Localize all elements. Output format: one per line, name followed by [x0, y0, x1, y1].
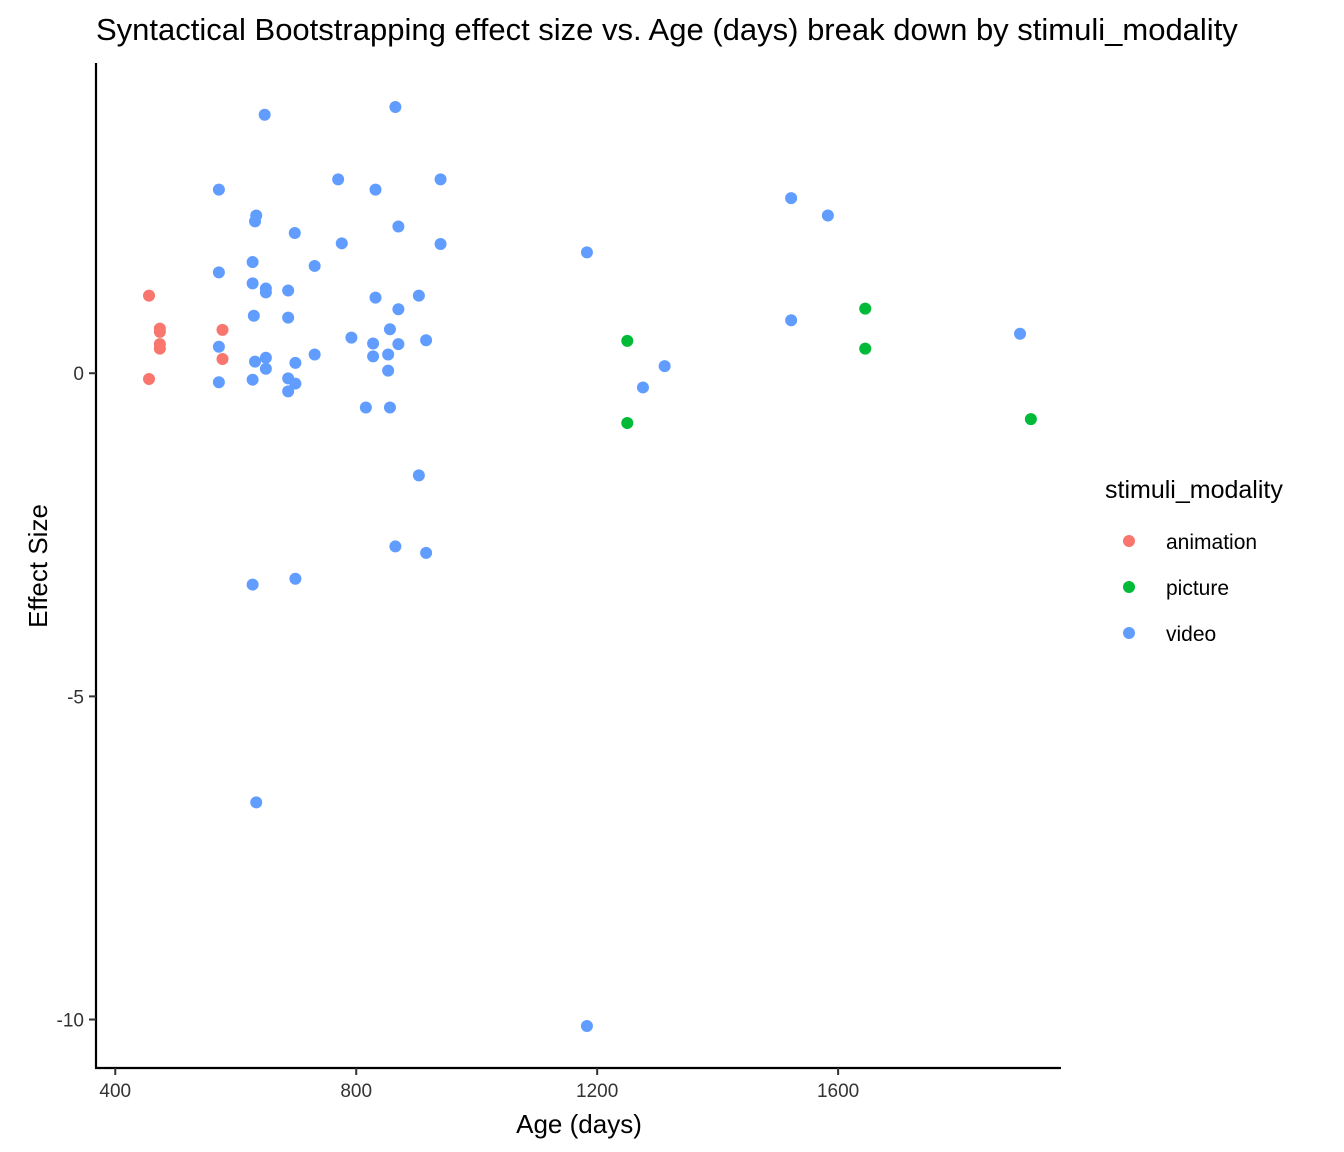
data-point-video — [785, 192, 798, 205]
data-point-video — [636, 381, 649, 394]
y-axis-ticks: 0 -5 -10 — [57, 364, 96, 1032]
data-point-video — [369, 183, 382, 196]
data-point-video — [282, 385, 295, 398]
data-point-video — [259, 362, 272, 375]
data-point-video — [383, 323, 396, 336]
legend-key-animation — [1123, 535, 1135, 547]
data-point-picture — [621, 416, 634, 429]
data-point-video — [247, 309, 260, 322]
data-point-video — [259, 286, 272, 299]
data-point-video — [282, 311, 295, 324]
data-point-video — [434, 237, 447, 250]
data-point-video — [249, 215, 262, 228]
data-point-video — [580, 246, 593, 259]
data-point-video — [1014, 327, 1027, 340]
data-point-video — [420, 334, 433, 347]
data-point-video — [412, 469, 425, 482]
data-point-picture — [621, 334, 634, 347]
data-point-video — [382, 364, 395, 377]
x-tick-label: 1200 — [576, 1081, 618, 1102]
data-point-picture — [1024, 413, 1037, 426]
y-axis-title: Effect Size — [23, 504, 53, 628]
data-point-video — [389, 540, 402, 553]
data-point-animation — [153, 325, 166, 338]
data-point-video — [420, 546, 433, 559]
x-axis-ticks: 400 800 1200 1600 — [99, 1068, 859, 1102]
legend-label-video: video — [1166, 623, 1216, 646]
data-point-animation — [216, 353, 229, 366]
data-point-video — [289, 572, 302, 585]
data-point-video — [308, 348, 321, 361]
data-point-animation — [216, 323, 229, 336]
data-point-video — [392, 303, 405, 316]
data-point-video — [212, 266, 225, 279]
data-point-video — [289, 377, 302, 390]
data-point-video — [246, 373, 259, 386]
data-point-video — [359, 401, 372, 414]
legend-key-video — [1123, 627, 1135, 639]
data-point-video — [249, 355, 262, 368]
data-point-video — [250, 796, 263, 809]
legend-key-picture — [1123, 581, 1135, 593]
data-point-video — [258, 108, 271, 121]
data-point-video — [289, 356, 302, 369]
data-point-video — [382, 348, 395, 361]
data-point-animation — [143, 373, 156, 386]
data-point-video — [282, 284, 295, 297]
data-point-video — [288, 226, 301, 239]
data-point-video — [345, 331, 358, 344]
legend-items: animation picture video — [1123, 531, 1257, 646]
data-point-video — [246, 578, 259, 591]
data-point-video — [412, 289, 425, 302]
data-point-video — [658, 360, 671, 373]
legend-title: stimuli_modality — [1105, 476, 1283, 504]
data-point-video — [785, 314, 798, 327]
data-point-video — [212, 376, 225, 389]
data-point-video — [369, 291, 382, 304]
data-point-picture — [859, 342, 872, 355]
x-tick-label: 1600 — [817, 1081, 859, 1102]
data-point-video — [389, 100, 402, 113]
data-point-video — [392, 220, 405, 233]
data-point-video — [212, 183, 225, 196]
plot-area: 0 -5 -10 400 800 1200 1600 — [57, 63, 1061, 1102]
data-point-video — [383, 401, 396, 414]
data-point-video — [367, 337, 380, 350]
data-point-video — [308, 259, 321, 272]
data-point-animation — [153, 342, 166, 355]
data-point-video — [246, 256, 259, 269]
chart-title: Syntactical Bootstrapping effect size vs… — [96, 12, 1238, 47]
data-point-video — [580, 1019, 593, 1032]
points-layer — [143, 100, 1037, 1032]
legend-label-picture: picture — [1166, 577, 1229, 600]
data-point-video — [212, 340, 225, 353]
x-tick-label: 400 — [99, 1081, 131, 1102]
data-point-video — [259, 351, 272, 364]
y-tick-label: -10 — [57, 1011, 84, 1032]
legend: stimuli_modality animation picture video — [1105, 476, 1283, 646]
x-axis-title: Age (days) — [516, 1109, 642, 1139]
x-tick-label: 800 — [340, 1081, 372, 1102]
data-point-video — [821, 209, 834, 222]
data-point-picture — [859, 302, 872, 315]
legend-label-animation: animation — [1166, 531, 1257, 554]
y-tick-label: 0 — [73, 364, 84, 385]
data-point-video — [246, 277, 259, 290]
data-point-video — [392, 338, 405, 351]
y-tick-label: -5 — [67, 687, 84, 708]
data-point-animation — [143, 289, 156, 302]
data-point-video — [367, 350, 380, 363]
data-point-video — [335, 237, 348, 250]
data-point-video — [332, 173, 345, 186]
data-point-video — [434, 173, 447, 186]
